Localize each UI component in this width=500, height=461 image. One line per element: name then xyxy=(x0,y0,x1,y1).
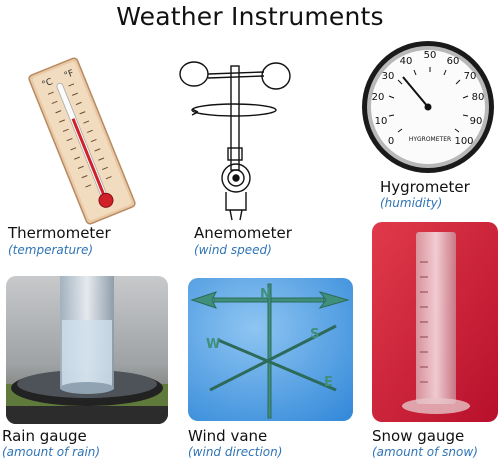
vane-letter-n: N xyxy=(260,287,271,302)
snow-gauge-icon xyxy=(372,222,498,422)
wind-vane-icon: N S W E xyxy=(188,278,353,421)
tick-30: 30 xyxy=(382,71,395,82)
tick-70: 70 xyxy=(464,71,477,82)
celsius-label: °C xyxy=(41,77,55,90)
rain-gauge-measures: (amount of rain) xyxy=(2,445,101,459)
tick-50: 50 xyxy=(424,50,437,61)
page-title: Weather Instruments xyxy=(116,2,384,31)
wind-vane-name: Wind vane xyxy=(188,427,268,445)
dial-label: HYGROMETER xyxy=(409,136,451,143)
vane-letter-w: W xyxy=(206,337,220,352)
anemometer-name: Anemometer xyxy=(194,224,292,242)
tick-60: 60 xyxy=(447,56,460,67)
wind-vane-measures: (wind direction) xyxy=(188,445,283,459)
tick-40: 40 xyxy=(400,56,413,67)
tick-90: 90 xyxy=(470,116,483,127)
thermometer-name: Thermometer xyxy=(8,224,111,242)
rain-gauge-name: Rain gauge xyxy=(2,427,87,445)
tick-20: 20 xyxy=(372,92,385,103)
thermometer-icon: °C °F xyxy=(18,55,146,227)
vane-letter-e: E xyxy=(324,375,333,390)
snow-gauge-name: Snow gauge xyxy=(372,427,465,445)
hygrometer-name: Hygrometer xyxy=(380,178,470,196)
anemometer-icon xyxy=(178,52,296,222)
hygrometer-measures: (humidity) xyxy=(380,196,443,210)
fahrenheit-label: °F xyxy=(63,69,76,82)
tick-10: 10 xyxy=(375,116,388,127)
anemometer-measures: (wind speed) xyxy=(194,243,272,257)
vane-letter-s: S xyxy=(310,327,319,342)
tick-100: 100 xyxy=(454,136,473,147)
tick-80: 80 xyxy=(472,92,485,103)
tick-0: 0 xyxy=(388,136,394,147)
thermometer-measures: (temperature) xyxy=(8,243,94,257)
hygrometer-icon: 0 10 20 30 40 50 60 70 80 90 100 HYGROME… xyxy=(358,36,498,178)
rain-gauge-icon xyxy=(6,276,168,424)
snow-gauge-measures: (amount of snow) xyxy=(372,445,478,459)
